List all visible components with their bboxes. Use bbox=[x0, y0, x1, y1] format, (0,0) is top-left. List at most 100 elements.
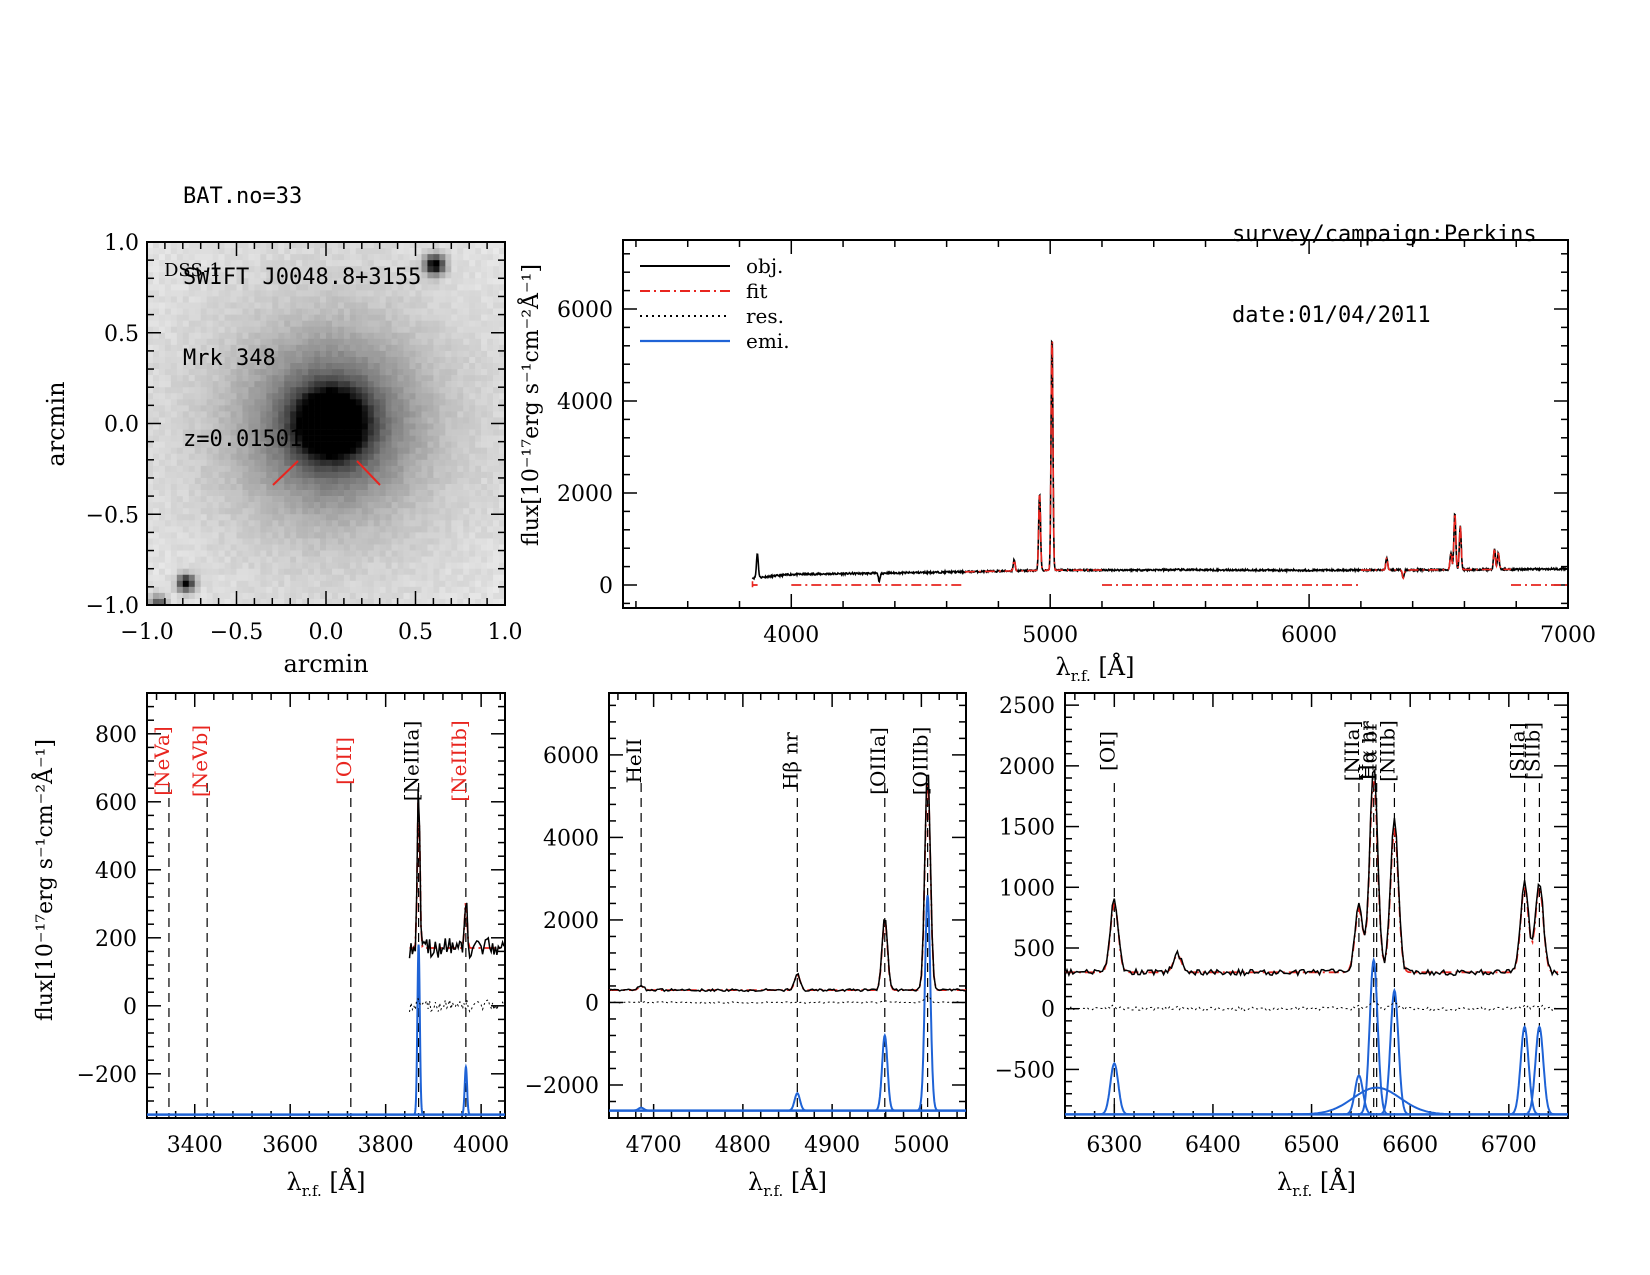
dss-pixel bbox=[349, 508, 357, 515]
y-tick-label: 4000 bbox=[543, 826, 599, 851]
dss-pixel bbox=[212, 375, 219, 382]
dss-pixel bbox=[230, 568, 237, 576]
dss-pixel bbox=[272, 490, 279, 497]
dss-pixel bbox=[314, 290, 321, 297]
dss-pixel bbox=[152, 375, 160, 382]
dss-pixel bbox=[260, 514, 267, 521]
dss-pixel bbox=[373, 314, 380, 321]
dss-pixel bbox=[314, 586, 321, 594]
dss-pixel bbox=[397, 272, 404, 279]
dss-pixel bbox=[218, 490, 225, 497]
dss-pixel bbox=[242, 526, 249, 533]
dss-pixel bbox=[176, 562, 184, 569]
dss-pixel bbox=[147, 284, 154, 291]
dss-pixel bbox=[355, 284, 363, 291]
dss-pixel bbox=[421, 429, 428, 436]
dss-pixel bbox=[176, 592, 184, 600]
dss-pixel bbox=[373, 520, 380, 527]
dss-pixel bbox=[284, 308, 291, 315]
dss-pixel bbox=[212, 484, 219, 491]
dss-pixel bbox=[158, 526, 166, 533]
dss-pixel bbox=[379, 326, 386, 334]
dss-pixel bbox=[445, 266, 452, 273]
dss-pixel bbox=[337, 520, 345, 527]
dss-pixel bbox=[254, 344, 261, 352]
dss-pixel bbox=[451, 490, 458, 497]
dss-pixel bbox=[361, 302, 369, 309]
dss-pixel bbox=[176, 338, 184, 346]
dss-pixel bbox=[224, 502, 231, 509]
dss-pixel bbox=[206, 393, 213, 400]
dss-pixel bbox=[391, 266, 398, 273]
dss-pixel bbox=[326, 477, 333, 485]
dss-pixel bbox=[326, 338, 333, 346]
dss-pixel bbox=[200, 477, 207, 485]
dss-pixel bbox=[170, 302, 178, 309]
dss-pixel bbox=[188, 381, 196, 388]
dss-pixel bbox=[367, 459, 375, 467]
dss-pixel bbox=[451, 508, 458, 515]
dss-pixel bbox=[397, 266, 404, 273]
dss-pixel bbox=[278, 441, 285, 448]
dss-pixel bbox=[373, 532, 380, 539]
x-tick-label: 5000 bbox=[1022, 623, 1078, 648]
dss-pixel bbox=[367, 369, 375, 376]
dss-pixel bbox=[188, 248, 196, 255]
dss-pixel bbox=[391, 484, 398, 491]
dss-pixel bbox=[493, 375, 500, 382]
dss-pixel bbox=[278, 381, 285, 388]
dss-pixel bbox=[206, 417, 213, 424]
dss-pixel bbox=[212, 429, 219, 436]
dss-pixel bbox=[194, 580, 201, 588]
dss-pixel bbox=[170, 435, 178, 442]
dss-pixel bbox=[152, 350, 160, 358]
dss-pixel bbox=[290, 568, 297, 576]
dss-pixel bbox=[266, 350, 273, 358]
line-marker-label: [SIIb] bbox=[1520, 722, 1544, 780]
dss-pixel bbox=[326, 592, 333, 600]
dss-pixel bbox=[439, 496, 446, 503]
dss-pixel bbox=[290, 369, 297, 376]
dss-pixel bbox=[421, 508, 428, 515]
dss-pixel bbox=[409, 417, 416, 424]
dss-pixel bbox=[152, 405, 160, 412]
dss-pixel bbox=[403, 586, 410, 594]
dss-pixel bbox=[290, 598, 297, 606]
dss-pixel bbox=[355, 272, 363, 279]
dss-pixel bbox=[230, 574, 237, 582]
dss-pixel bbox=[278, 514, 285, 521]
dss-pixel bbox=[290, 447, 297, 455]
dss-pixel bbox=[391, 496, 398, 503]
dss-pixel bbox=[158, 308, 166, 315]
dss-pixel bbox=[487, 260, 494, 267]
y-tick-label: −200 bbox=[77, 1063, 137, 1088]
dss-pixel bbox=[355, 278, 363, 285]
redshift: z=0.01501 bbox=[183, 427, 303, 452]
dss-pixel bbox=[260, 598, 267, 606]
dss-pixel bbox=[164, 399, 172, 406]
dss-pixel bbox=[475, 411, 482, 418]
dss-pixel bbox=[415, 550, 422, 557]
dss-pixel bbox=[481, 580, 488, 588]
dss-pixel bbox=[302, 508, 309, 515]
dss-pixel bbox=[266, 423, 273, 430]
dss-pixel bbox=[445, 580, 452, 588]
dss-pixel bbox=[463, 369, 470, 376]
dss-pixel bbox=[218, 459, 225, 467]
dss-pixel bbox=[499, 411, 506, 418]
dss-pixel bbox=[379, 320, 386, 327]
dss-pixel bbox=[188, 574, 196, 582]
dss-pixel bbox=[176, 502, 184, 509]
dss-pixel bbox=[212, 405, 219, 412]
dss-pixel bbox=[284, 532, 291, 539]
dss-pixel bbox=[188, 302, 196, 309]
dss-pixel bbox=[415, 477, 422, 485]
dss-pixel bbox=[403, 296, 410, 303]
dss-pixel bbox=[176, 272, 184, 279]
dss-pixel bbox=[379, 556, 386, 563]
dss-pixel bbox=[147, 356, 154, 364]
dss-pixel bbox=[308, 465, 315, 473]
dss-pixel bbox=[206, 248, 213, 255]
dss-pixel bbox=[481, 459, 488, 467]
emission-component bbox=[1523, 1024, 1555, 1116]
